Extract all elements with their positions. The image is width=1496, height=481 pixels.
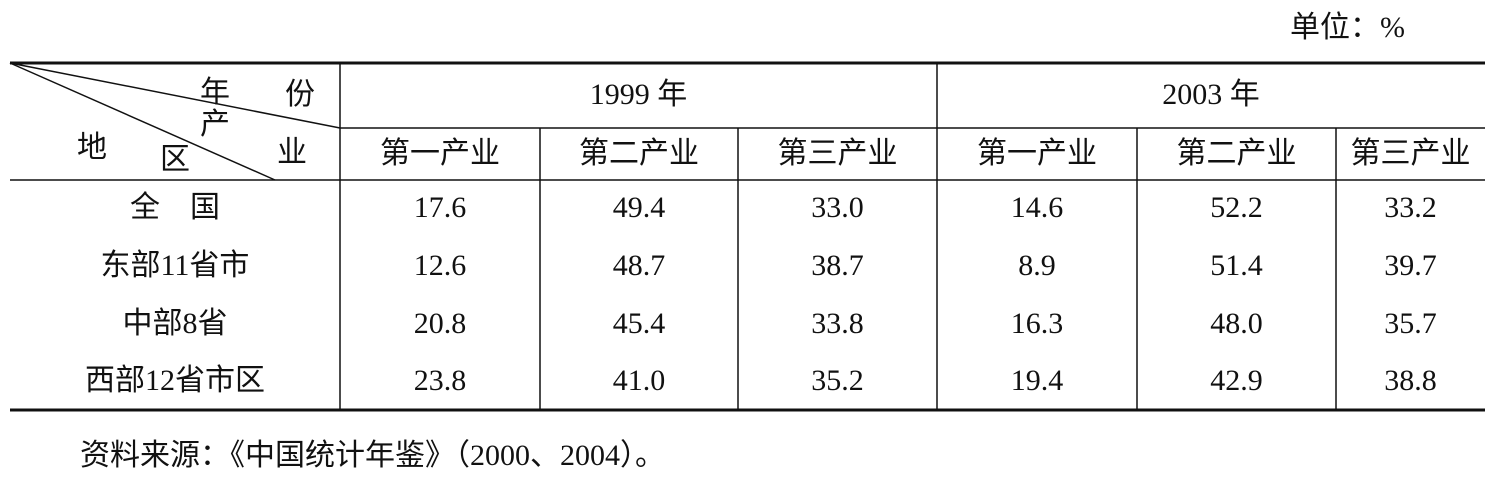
- diagonal-header-label: 地: [77, 131, 107, 164]
- table-cell: 52.2: [1210, 191, 1263, 224]
- group-header: 1999 年: [590, 78, 688, 111]
- table-cell: 51.4: [1210, 249, 1263, 282]
- table-cell: 49.4: [613, 191, 666, 224]
- table-cell: 42.9: [1210, 364, 1263, 397]
- row-header: 全 国: [130, 191, 220, 224]
- table-cell: 35.7: [1384, 307, 1437, 340]
- column-header: 第一产业: [977, 137, 1097, 170]
- table-cell: 17.6: [414, 191, 467, 224]
- table-cell: 20.8: [414, 307, 467, 340]
- table-cell: 33.8: [811, 307, 864, 340]
- table-cell: 38.8: [1384, 364, 1437, 397]
- diagonal-header-label: 产: [200, 108, 230, 141]
- table-cell: 35.2: [811, 364, 864, 397]
- row-header: 西部12省市区: [85, 364, 265, 397]
- table-cell: 48.7: [613, 249, 666, 282]
- table-cell: 8.9: [1018, 249, 1056, 282]
- table-cell: 38.7: [811, 249, 864, 282]
- table-cell: 16.3: [1011, 307, 1064, 340]
- unit-label: 单位：%: [1290, 11, 1405, 44]
- column-header: 第二产业: [1177, 137, 1297, 170]
- column-header: 第三产业: [778, 137, 898, 170]
- column-header: 第三产业: [1351, 137, 1471, 170]
- table-cell: 23.8: [414, 364, 467, 397]
- diagonal-line: [9, 62, 341, 129]
- diagonal-header-label: 业: [277, 136, 307, 169]
- diagonal-header-label: 份: [285, 78, 315, 111]
- row-header: 东部11省市: [101, 249, 250, 282]
- diagonal-header-label: 年: [200, 76, 230, 109]
- table-cell: 33.0: [811, 191, 864, 224]
- table-cell: 48.0: [1210, 307, 1263, 340]
- column-header: 第二产业: [579, 137, 699, 170]
- diagonal-header-label: 区: [160, 143, 190, 176]
- table-cell: 45.4: [613, 307, 666, 340]
- diagonal-line: [9, 62, 276, 181]
- table-cell: 19.4: [1011, 364, 1064, 397]
- table-cell: 41.0: [613, 364, 666, 397]
- row-header: 中部8省: [123, 307, 228, 340]
- group-header: 2003 年: [1162, 78, 1260, 111]
- table-cell: 33.2: [1384, 191, 1437, 224]
- table-cell: 39.7: [1384, 249, 1437, 282]
- source-note: 资料来源：《中国统计年鉴》（2000、2004）。: [80, 439, 665, 472]
- table-cell: 14.6: [1011, 191, 1064, 224]
- column-header: 第一产业: [380, 137, 500, 170]
- table-cell: 12.6: [414, 249, 467, 282]
